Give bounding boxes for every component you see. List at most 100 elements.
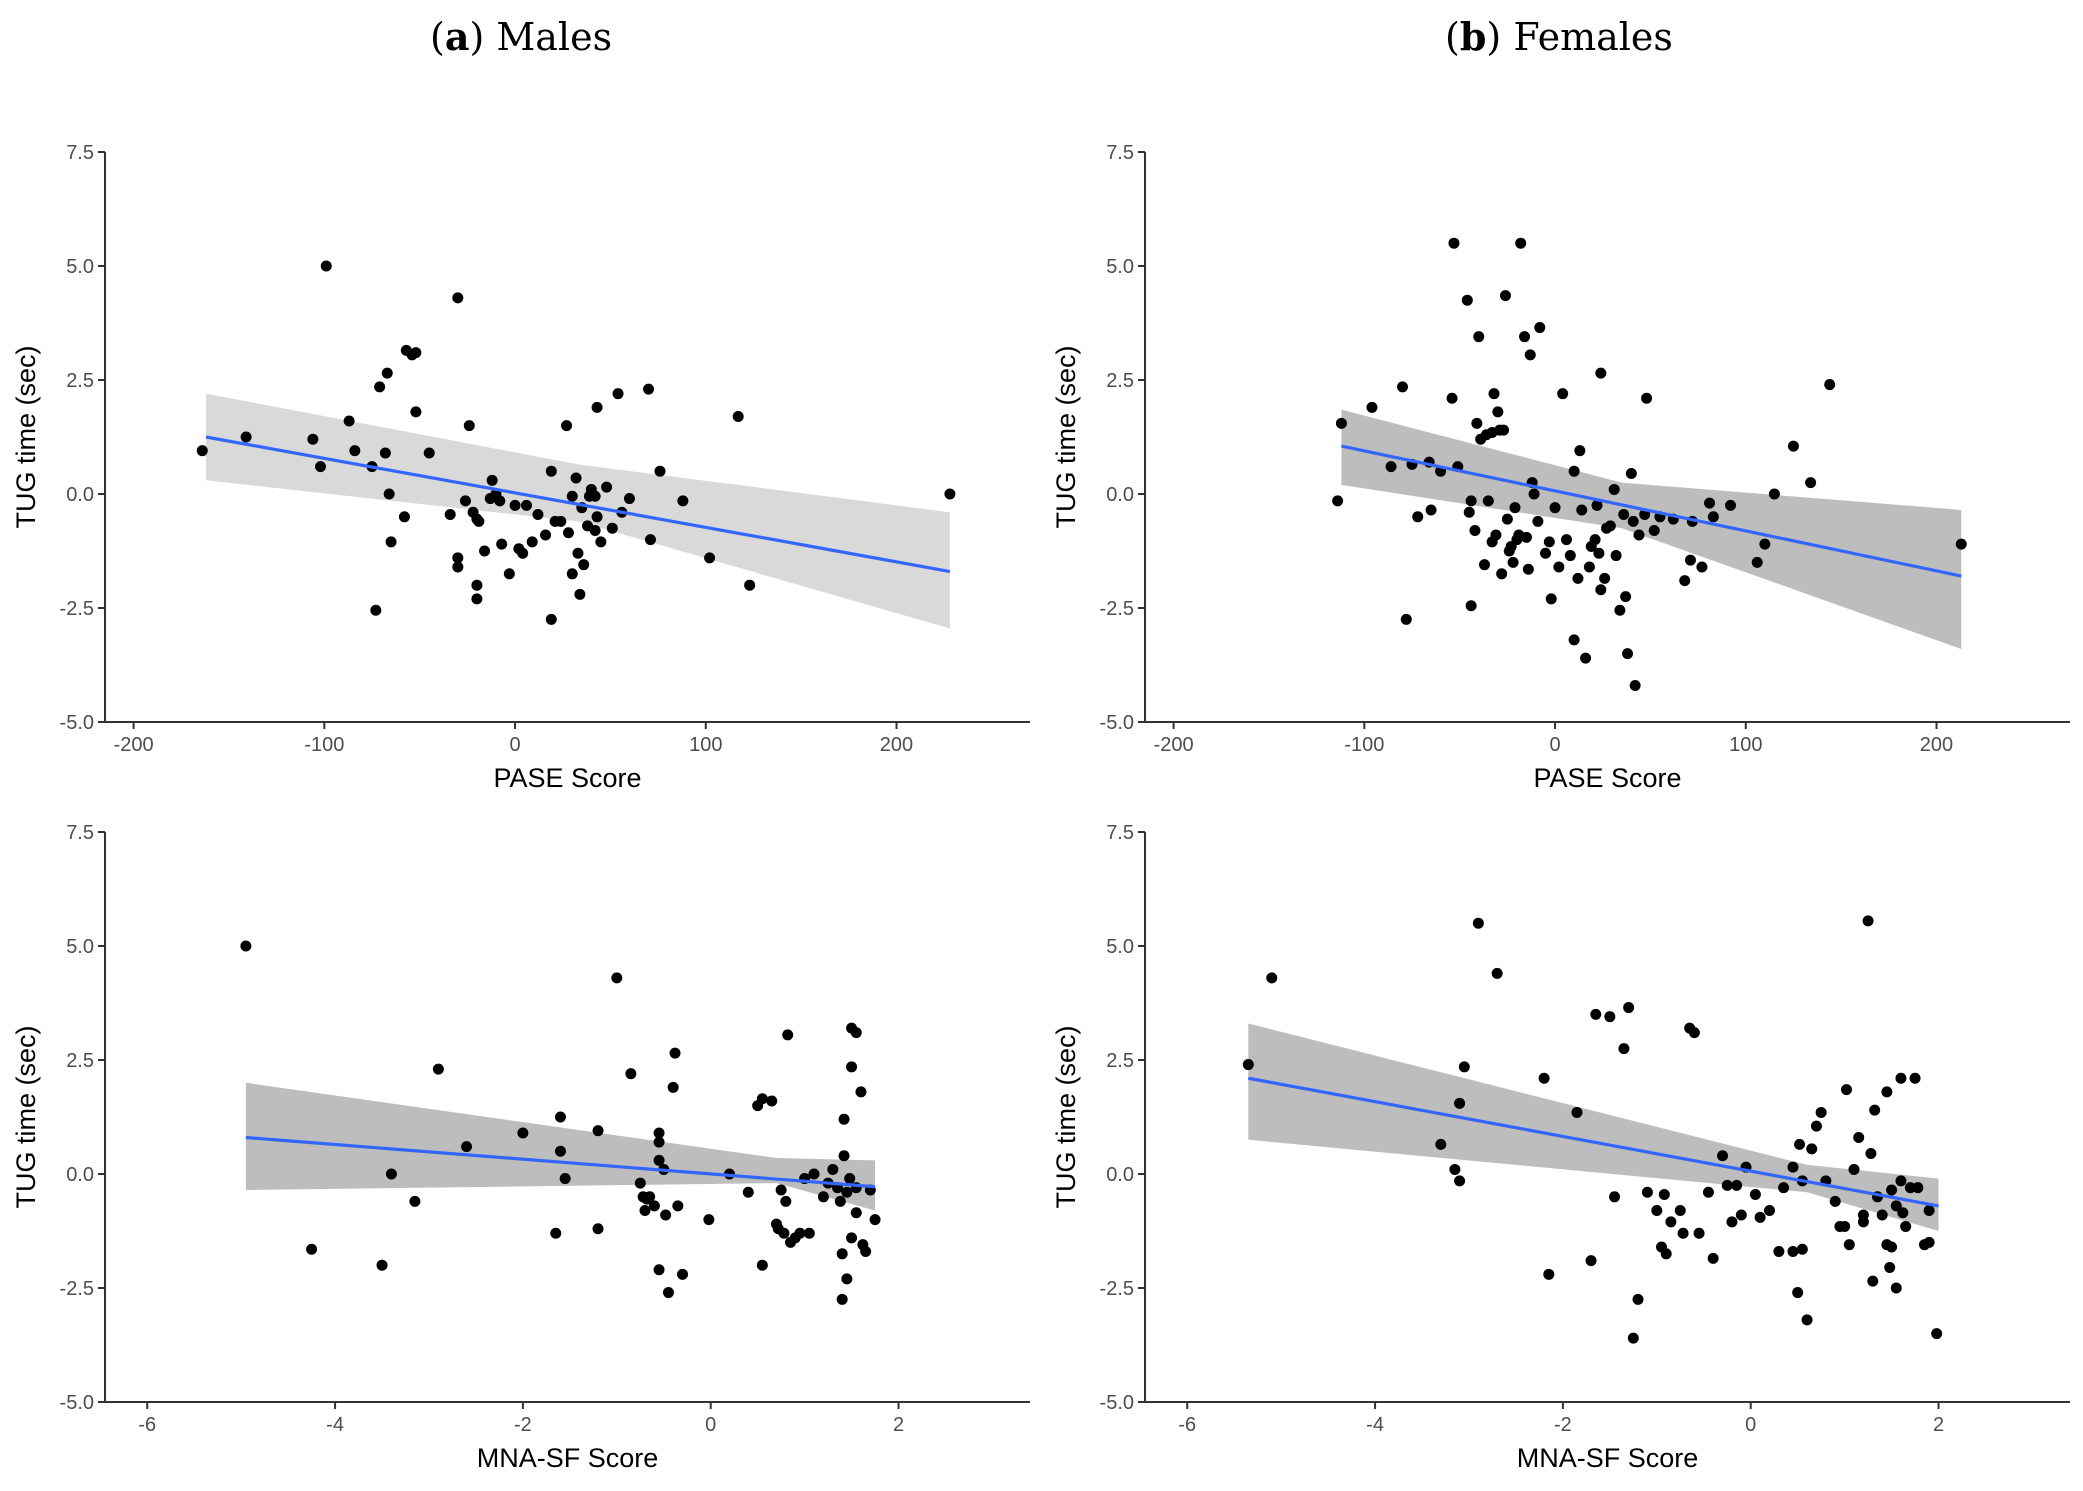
x-tick-label: -2 [514, 1414, 532, 1436]
data-point [1840, 1084, 1852, 1096]
data-point [1593, 547, 1605, 559]
data-point [503, 568, 515, 580]
data-point [1463, 506, 1475, 518]
y-tick-label: -5.0 [1100, 1392, 1134, 1414]
data-point [844, 1173, 856, 1185]
data-point [1787, 1246, 1799, 1258]
data-point [756, 1093, 768, 1105]
data-point [1884, 1261, 1896, 1273]
data-point [1890, 1200, 1902, 1212]
data-point [1591, 499, 1603, 511]
data-point [1454, 1097, 1466, 1109]
data-point [653, 1127, 665, 1139]
data-point [1549, 502, 1561, 514]
data-point [240, 940, 252, 952]
data-point [459, 495, 471, 507]
data-point [1707, 511, 1719, 523]
data-point [1641, 1186, 1653, 1198]
data-point [1595, 584, 1607, 596]
data-point [654, 465, 666, 477]
data-point [1648, 524, 1660, 536]
data-point [572, 547, 584, 559]
data-point [1524, 349, 1536, 361]
data-point [1618, 1043, 1630, 1055]
data-point [653, 1154, 665, 1166]
data-point [561, 420, 573, 432]
x-tick-label: 0 [509, 734, 520, 756]
chart-males-pase: 7.5 5.0 2.5 0.0 -2.5 -5.0 -200 -100 0 100 200 PASE … [11, 142, 1030, 793]
x-tick-label: -100 [1344, 734, 1384, 756]
data-point [1454, 1175, 1466, 1187]
data-point [1572, 572, 1584, 584]
data-point [320, 260, 332, 272]
data-point [1585, 1255, 1597, 1267]
data-point [1865, 1147, 1877, 1159]
data-point [1458, 1061, 1470, 1073]
y-tick-label: 7.5 [66, 142, 94, 164]
data-point [376, 1259, 388, 1271]
data-point [240, 431, 252, 443]
data-point [1886, 1184, 1898, 1196]
data-point [1604, 1011, 1616, 1023]
data-point [1583, 561, 1595, 573]
data-point [1519, 331, 1531, 343]
data-point [1507, 556, 1519, 568]
regression-line [1248, 1076, 1939, 1208]
data-point [486, 474, 498, 486]
data-point [1473, 331, 1485, 343]
data-point [517, 1127, 529, 1139]
data-point [1897, 1207, 1909, 1219]
data-point [1589, 534, 1601, 546]
data-point [1839, 1220, 1851, 1232]
x-tick-label: 2 [1933, 1414, 1944, 1436]
data-point [648, 1200, 660, 1212]
data-point [471, 593, 483, 605]
data-point [1651, 1204, 1663, 1216]
data-point [463, 420, 475, 432]
data-point [315, 461, 327, 473]
data-point [595, 536, 607, 548]
data-point [1515, 237, 1527, 249]
data-point [1622, 648, 1634, 660]
chart-females-mna: 7.5 5.0 2.5 0.0 -2.5 -5.0 -6 -4 -2 0 2 MNA-SF Score… [1051, 822, 2070, 1473]
data-point [532, 509, 544, 521]
regression-line [205, 435, 951, 574]
data-point [1496, 568, 1508, 580]
data-point [1534, 322, 1546, 334]
data-point [1465, 600, 1477, 612]
data-point [1665, 1216, 1677, 1228]
data-point [589, 490, 601, 502]
data-point [1490, 529, 1502, 541]
y-axis-label: TUG time (sec) [11, 345, 41, 528]
data-point [1895, 1175, 1907, 1187]
data-point [1881, 1086, 1893, 1098]
data-point [1923, 1236, 1935, 1248]
data-point [1773, 1246, 1785, 1258]
data-point [653, 1136, 665, 1148]
data-point [1759, 538, 1771, 550]
data-point [662, 1287, 674, 1299]
x-tick-label: -200 [114, 734, 154, 756]
data-point [808, 1168, 820, 1180]
data-point [1425, 504, 1437, 516]
data-point [479, 545, 491, 557]
data-point [452, 561, 464, 573]
x-tick-label: -200 [1154, 734, 1194, 756]
data-point [1599, 572, 1611, 584]
data-point [559, 1173, 571, 1185]
data-point [1679, 575, 1691, 587]
data-point [1768, 488, 1780, 500]
y-tick-label: -5.0 [1100, 712, 1134, 734]
y-tick-label: 0.0 [1106, 1164, 1134, 1186]
data-point [1564, 550, 1576, 562]
data-point [1560, 534, 1572, 546]
data-point [471, 579, 483, 591]
data-point [1609, 1191, 1621, 1203]
data-point [639, 1204, 651, 1216]
data-point [817, 1191, 829, 1203]
data-point [592, 1223, 604, 1235]
data-point [555, 515, 567, 527]
data-point [846, 1232, 858, 1244]
data-point [1853, 1132, 1865, 1144]
